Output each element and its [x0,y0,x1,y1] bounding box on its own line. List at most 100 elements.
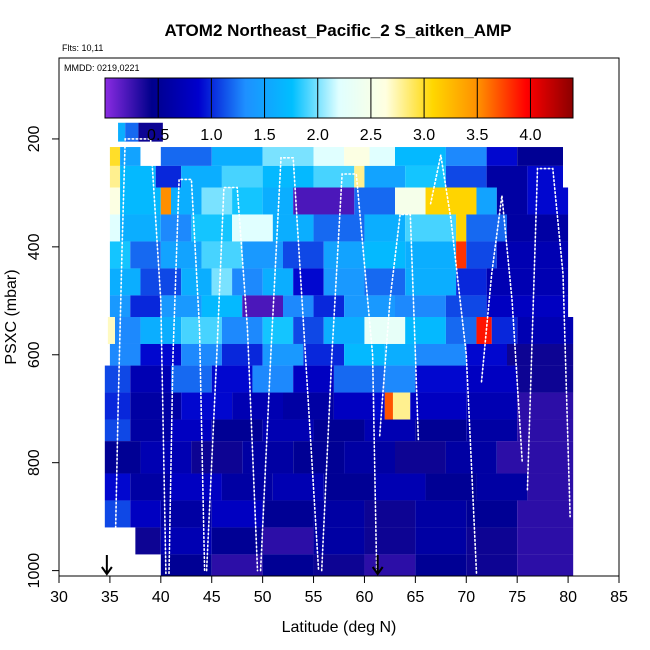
heatmap-cell [405,165,446,188]
y-tick-label: 400 [26,233,43,260]
heatmap-cell [211,527,263,555]
heatmap-cell [211,147,263,166]
heatmap-cell [155,165,182,188]
heatmap-cell [395,295,446,317]
heatmap-cell [354,187,395,215]
heatmap-cell [171,187,202,215]
heatmap-cell [486,165,528,188]
heatmap-cell [466,214,507,242]
heatmap-cell [415,343,467,366]
x-tick-label: 85 [610,589,628,606]
heatmap-cell [181,343,222,366]
heatmap-cell [313,500,365,528]
heatmap-cell [181,392,233,420]
heatmap-cell [395,147,446,166]
heatmap-cell [104,441,141,474]
heatmap-cell [374,473,426,501]
y-tick-label: 800 [26,449,43,476]
heatmap-cell [415,527,467,555]
colorbar-tick-label: 3.5 [466,127,488,144]
colorbar-tick-label: 1.0 [200,127,222,144]
heatmap-cell [323,268,365,296]
heatmap-cell [262,165,314,188]
heatmap-cell [293,441,345,474]
heatmap-cell [262,268,294,296]
colorbar-tick-label: 2.5 [360,127,382,144]
heatmap-cell [262,317,294,344]
heatmap-cell [109,343,141,366]
heatmap-cell [384,392,393,420]
heatmap-cell [517,419,574,442]
heatmap-cell [354,165,365,188]
x-tick-label: 65 [406,589,424,606]
heatmap-cell [466,419,518,442]
heatmap-cell [201,187,233,215]
heatmap-cell [272,214,314,242]
heatmap-cell [456,241,467,269]
heatmap-cell [374,392,385,420]
heatmap-cell [527,187,569,215]
heatmap-cell [313,295,345,317]
heatmap-cell [262,343,304,366]
heatmap-cell [496,441,574,474]
heatmap-cell [262,419,314,442]
heatmap-cell [262,500,314,528]
heatmap-cell [507,343,574,366]
x-tick-label: 45 [203,589,221,606]
heatmap-cell [466,365,518,393]
heatmap-cell [109,165,121,188]
heatmap-cell [466,392,518,420]
flight-track [114,138,167,575]
heatmap-cell [384,343,416,366]
colorbar-tick-label: 1.5 [253,127,275,144]
heatmap-cell [138,122,163,142]
heatmap-cell [181,317,222,344]
heatmap-cell [262,554,314,576]
heatmap-cell [252,365,294,393]
heatmap-cell [232,187,263,215]
heatmap-cell [262,147,314,166]
heatmap-cell [445,147,487,166]
heatmap-cell [415,365,467,393]
heatmap-cell [130,500,161,528]
colorbar-tick-label: 4.0 [519,127,541,144]
colorbar-tick-label: 3.0 [413,127,435,144]
heatmap-cell [232,392,283,420]
heatmap-cell [313,527,365,555]
heatmap-cell [109,268,141,296]
heatmap-cell [262,527,314,555]
heatmap-cell [125,122,139,142]
heatmap-cell [369,147,395,166]
heatmap-cell [104,365,131,393]
heatmap-cell [313,554,365,576]
heatmap-cell [272,473,324,501]
chart-title: ATOM2 Northeast_Pacific_2 S_aitken_AMP [164,21,511,40]
heatmap-cell [211,500,263,528]
x-tick-label: 35 [101,589,119,606]
heatmap-cell [405,214,457,242]
heatmap-cell [303,343,345,366]
heatmap-cell [313,165,355,188]
heatmap-cell [364,554,416,576]
flights-label: Flts: 10,11 [62,43,103,53]
y-axis-label: PSXC (mbar) [3,269,20,364]
heatmap-cell [405,241,457,269]
heatmap-cell [191,441,243,474]
heatmap-cell [293,317,324,344]
heatmap-cell [104,473,131,501]
heatmap-cell [344,147,370,166]
heatmap-cell [333,365,385,393]
colorbar [104,77,574,119]
heatmap-cell [344,343,385,366]
takeoff-arrow [371,555,384,576]
heatmap-cell [118,122,126,142]
heatmap-cell [130,419,171,442]
heatmap-cell [107,317,115,344]
heatmap-cell [344,441,395,474]
heatmap-cell [242,295,283,317]
y-tick-label: 1000 [26,553,43,589]
flight-track [526,167,571,518]
heatmap-cell [232,268,263,296]
heatmap-cell [425,187,477,215]
